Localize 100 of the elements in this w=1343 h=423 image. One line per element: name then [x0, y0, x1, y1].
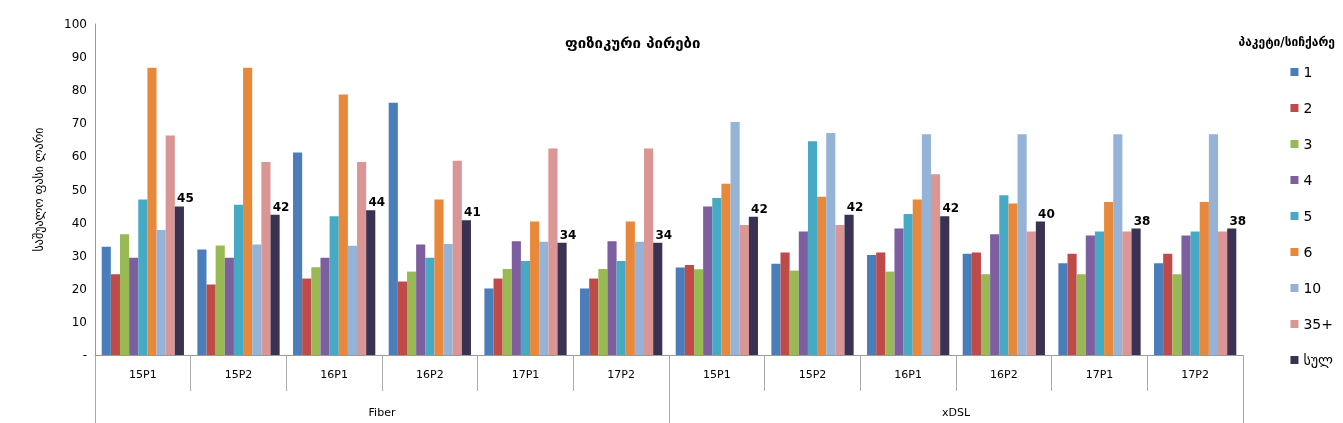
bar: [484, 288, 494, 355]
bar: [1094, 231, 1105, 355]
bar: [712, 198, 722, 355]
bar: [807, 141, 818, 355]
x-tick-label: 15P2: [798, 368, 827, 381]
bar: [1199, 202, 1209, 355]
bar: [1113, 134, 1123, 355]
bar: [1026, 231, 1036, 355]
bar: [329, 216, 339, 355]
bar: [1181, 235, 1191, 355]
bar: [539, 241, 549, 355]
bar: [867, 255, 877, 355]
bar: [493, 278, 503, 355]
x-tick-label: 16P2: [416, 368, 444, 381]
bar: [912, 199, 922, 355]
bar: [1017, 134, 1027, 355]
bar: [703, 206, 713, 355]
legend-label: 4: [1303, 172, 1313, 188]
bar: [684, 264, 694, 355]
bar: [129, 257, 139, 355]
x-tick-label: 17P1: [1085, 368, 1114, 381]
bar: [347, 245, 358, 355]
legend-label: 1: [1303, 64, 1313, 80]
bar: [1085, 235, 1095, 355]
bar: [557, 242, 567, 355]
bar: [215, 245, 225, 355]
data-label: 42: [846, 199, 864, 214]
bar: [962, 253, 972, 355]
bar: [1154, 263, 1164, 355]
legend-label: 5: [1303, 208, 1313, 224]
bar: [425, 257, 435, 355]
bar: [675, 267, 685, 355]
data-label: 34: [655, 227, 673, 242]
bar: [780, 252, 790, 355]
bar: [730, 121, 740, 355]
bar: [835, 224, 845, 355]
legend-label: 6: [1303, 244, 1313, 260]
legend-title: პაკეტი/სიჩქარე: [1238, 35, 1336, 49]
data-label: 42: [942, 201, 960, 216]
bar: [270, 214, 280, 355]
data-label: 42: [751, 201, 768, 216]
legend-label: სულ: [1303, 352, 1334, 368]
data-label: 41: [464, 205, 481, 220]
bar: [511, 241, 521, 355]
data-label: 40: [1038, 206, 1055, 221]
bar: [798, 231, 808, 355]
legend-label: 35+: [1303, 316, 1333, 332]
bar: [165, 135, 175, 355]
bar: [233, 204, 244, 355]
text: Fiber: [368, 406, 396, 419]
bar: [243, 67, 253, 355]
bar: [119, 234, 130, 355]
bar: [739, 224, 749, 355]
bar: [138, 199, 148, 355]
bar: [616, 261, 626, 355]
data-label: 38: [1229, 213, 1247, 228]
y-tick-label: -: [82, 348, 87, 362]
bar: [530, 221, 540, 355]
x-tick-label: 15P2: [224, 368, 253, 381]
bar: [320, 257, 330, 355]
bar: [357, 162, 367, 355]
bar: [748, 216, 758, 355]
bar: [771, 263, 781, 355]
bar: [147, 67, 157, 355]
legend-label: 3: [1303, 136, 1313, 152]
bar: [388, 102, 398, 355]
y-tick-label: 100: [64, 17, 87, 31]
bar: [174, 206, 184, 355]
y-tick-label: 10: [71, 314, 87, 329]
bar: [1076, 274, 1086, 355]
bar: [999, 195, 1009, 355]
bar: [721, 183, 731, 355]
bar: [110, 274, 120, 355]
bar: [520, 261, 531, 355]
bar: [1008, 203, 1018, 355]
y-tick-label: 20: [71, 281, 87, 296]
bar: [607, 241, 617, 355]
x-tick-label: 17P1: [511, 368, 540, 381]
bar: [1190, 231, 1200, 355]
x-tick-label: 16P1: [894, 368, 922, 381]
bar: [1208, 134, 1219, 355]
bar: [580, 288, 590, 355]
bar: [452, 160, 462, 355]
bar: [548, 148, 558, 355]
bar: [1172, 274, 1182, 355]
bar: [416, 244, 426, 355]
bar: [443, 244, 453, 355]
bar: [940, 216, 950, 355]
bar: [826, 132, 836, 355]
y-tick-label: 40: [71, 215, 87, 230]
bar: [589, 278, 599, 355]
bar: [894, 228, 904, 355]
bar: [644, 148, 654, 355]
legend-label: 10: [1303, 280, 1322, 296]
bar: [653, 242, 663, 355]
bar: [197, 249, 207, 355]
bar: [876, 252, 886, 355]
bar: [844, 214, 854, 355]
y-tick-label: 80: [71, 83, 87, 98]
data-label: 44: [368, 195, 386, 210]
